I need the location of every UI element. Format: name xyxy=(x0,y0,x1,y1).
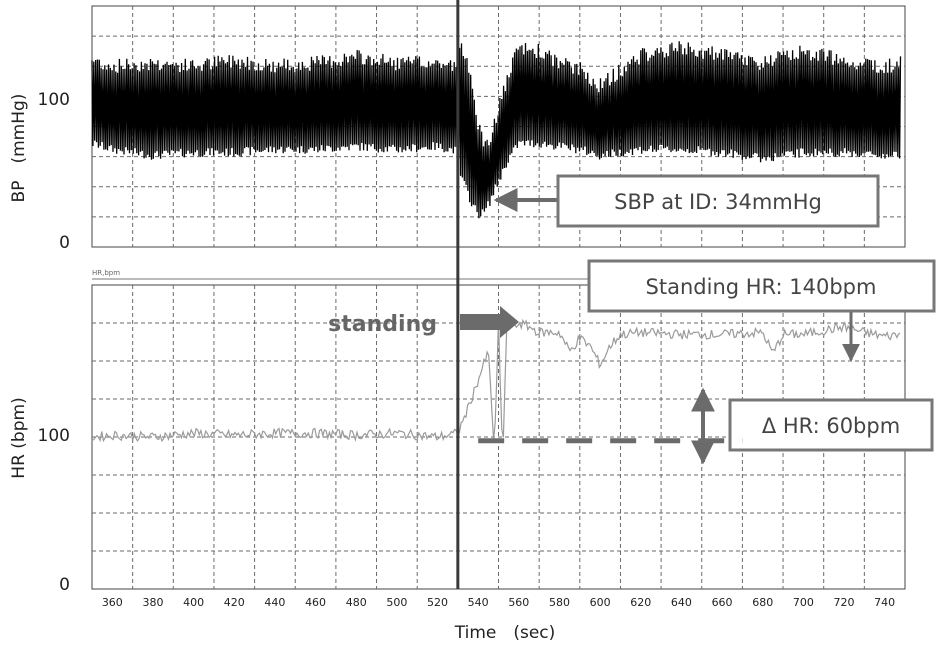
time-xlabel: Time (sec) xyxy=(454,623,556,643)
xtick-label: 640 xyxy=(671,596,692,609)
xtick-label: 460 xyxy=(305,596,326,609)
xtick-label: 480 xyxy=(346,596,367,609)
xtick-label: 580 xyxy=(549,596,570,609)
xtick-label: 740 xyxy=(874,596,895,609)
hr-channel-label: HR,bpm xyxy=(92,269,120,277)
xtick-label: 500 xyxy=(386,596,407,609)
hr-xticks: 360 380 400 420 440 460 480 500 520 540 560 580 600 6… xyxy=(102,596,895,609)
bp-ytick-100: 100 xyxy=(38,90,70,110)
xtick-label: 440 xyxy=(264,596,285,609)
xtick-label: 720 xyxy=(834,596,855,609)
bp-ylabel: BP (mmHg) xyxy=(9,94,29,203)
hr-ylabel: HR (bpm) xyxy=(9,397,29,478)
delta-hr-box xyxy=(728,398,934,452)
xtick-label: 400 xyxy=(183,596,204,609)
sbp-callout: SBP at ID: 34mmHg xyxy=(493,174,880,228)
standing-label: standing xyxy=(328,312,437,337)
standing-hr-text: Standing HR: 140bpm xyxy=(646,275,877,299)
hr-ytick-0: 0 xyxy=(59,575,70,595)
xtick-label: 620 xyxy=(630,596,651,609)
hr-trace xyxy=(91,317,901,443)
standing-arrow xyxy=(460,306,519,338)
sbp-callout-box xyxy=(556,174,880,228)
bp-ytick-0: 0 xyxy=(59,233,70,253)
delta-hr-text: Δ HR: 60bpm xyxy=(762,414,900,438)
xtick-label: 420 xyxy=(224,596,245,609)
xtick-label: 560 xyxy=(508,596,529,609)
standing-hr-callout: Standing HR: 140bpm xyxy=(587,259,936,362)
xtick-label: 520 xyxy=(427,596,448,609)
hr-trace-line xyxy=(91,317,901,443)
xtick-label: 380 xyxy=(142,596,163,609)
xtick-label: 360 xyxy=(102,596,123,609)
bp-trace xyxy=(91,41,902,219)
xtick-label: 700 xyxy=(793,596,814,609)
xtick-label: 660 xyxy=(712,596,733,609)
standing-callout: standing xyxy=(328,306,519,338)
xtick-label: 600 xyxy=(590,596,611,609)
delta-hr-callout: Δ HR: 60bpm xyxy=(691,387,934,465)
sbp-callout-text: SBP at ID: 34mmHg xyxy=(614,190,822,214)
xtick-label: 540 xyxy=(468,596,489,609)
xtick-label: 680 xyxy=(752,596,773,609)
standing-hr-box xyxy=(587,259,936,313)
hr-ytick-100: 100 xyxy=(38,426,70,446)
bp-trace-line xyxy=(91,41,902,219)
